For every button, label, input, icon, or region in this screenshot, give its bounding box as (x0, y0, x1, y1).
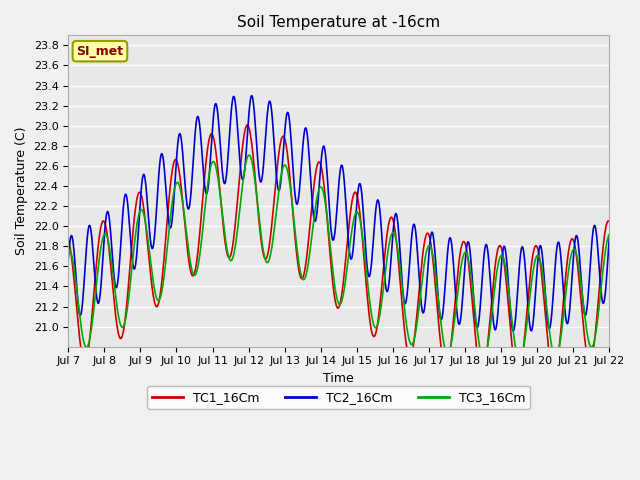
TC3_16Cm (65, 247, 72, 252)
TC3_16Cm (246, 152, 253, 158)
TC1_16Cm (185, 256, 193, 262)
TC3_16Cm (185, 248, 193, 253)
TC2_16Cm (509, 328, 517, 334)
TC3_16Cm (516, 358, 524, 363)
TC2_16Cm (494, 312, 502, 318)
TC3_16Cm (494, 264, 502, 270)
TC2_16Cm (248, 93, 255, 98)
TC1_16Cm (494, 247, 502, 253)
TC2_16Cm (65, 256, 72, 262)
Text: SI_met: SI_met (76, 45, 124, 58)
TC2_16Cm (542, 299, 550, 304)
TC3_16Cm (423, 247, 431, 252)
Y-axis label: Soil Temperature (C): Soil Temperature (C) (15, 127, 28, 255)
X-axis label: Time: Time (323, 372, 354, 385)
TC3_16Cm (542, 297, 550, 302)
Title: Soil Temperature at -16cm: Soil Temperature at -16cm (237, 15, 440, 30)
TC1_16Cm (605, 219, 613, 225)
TC1_16Cm (514, 374, 522, 380)
Legend: TC1_16Cm, TC2_16Cm, TC3_16Cm: TC1_16Cm, TC2_16Cm, TC3_16Cm (147, 386, 531, 409)
TC1_16Cm (542, 317, 550, 323)
TC1_16Cm (246, 127, 253, 133)
TC1_16Cm (65, 237, 72, 243)
TC1_16Cm (172, 156, 179, 162)
TC2_16Cm (423, 278, 431, 284)
Line: TC3_16Cm: TC3_16Cm (68, 155, 609, 360)
TC2_16Cm (172, 172, 179, 178)
TC2_16Cm (605, 233, 613, 239)
TC1_16Cm (423, 230, 431, 236)
TC2_16Cm (185, 206, 193, 212)
TC3_16Cm (172, 182, 179, 188)
TC2_16Cm (245, 108, 253, 114)
Line: TC1_16Cm: TC1_16Cm (68, 125, 609, 377)
TC1_16Cm (243, 122, 251, 128)
TC3_16Cm (605, 231, 613, 237)
Line: TC2_16Cm: TC2_16Cm (68, 96, 609, 331)
TC3_16Cm (245, 152, 253, 158)
